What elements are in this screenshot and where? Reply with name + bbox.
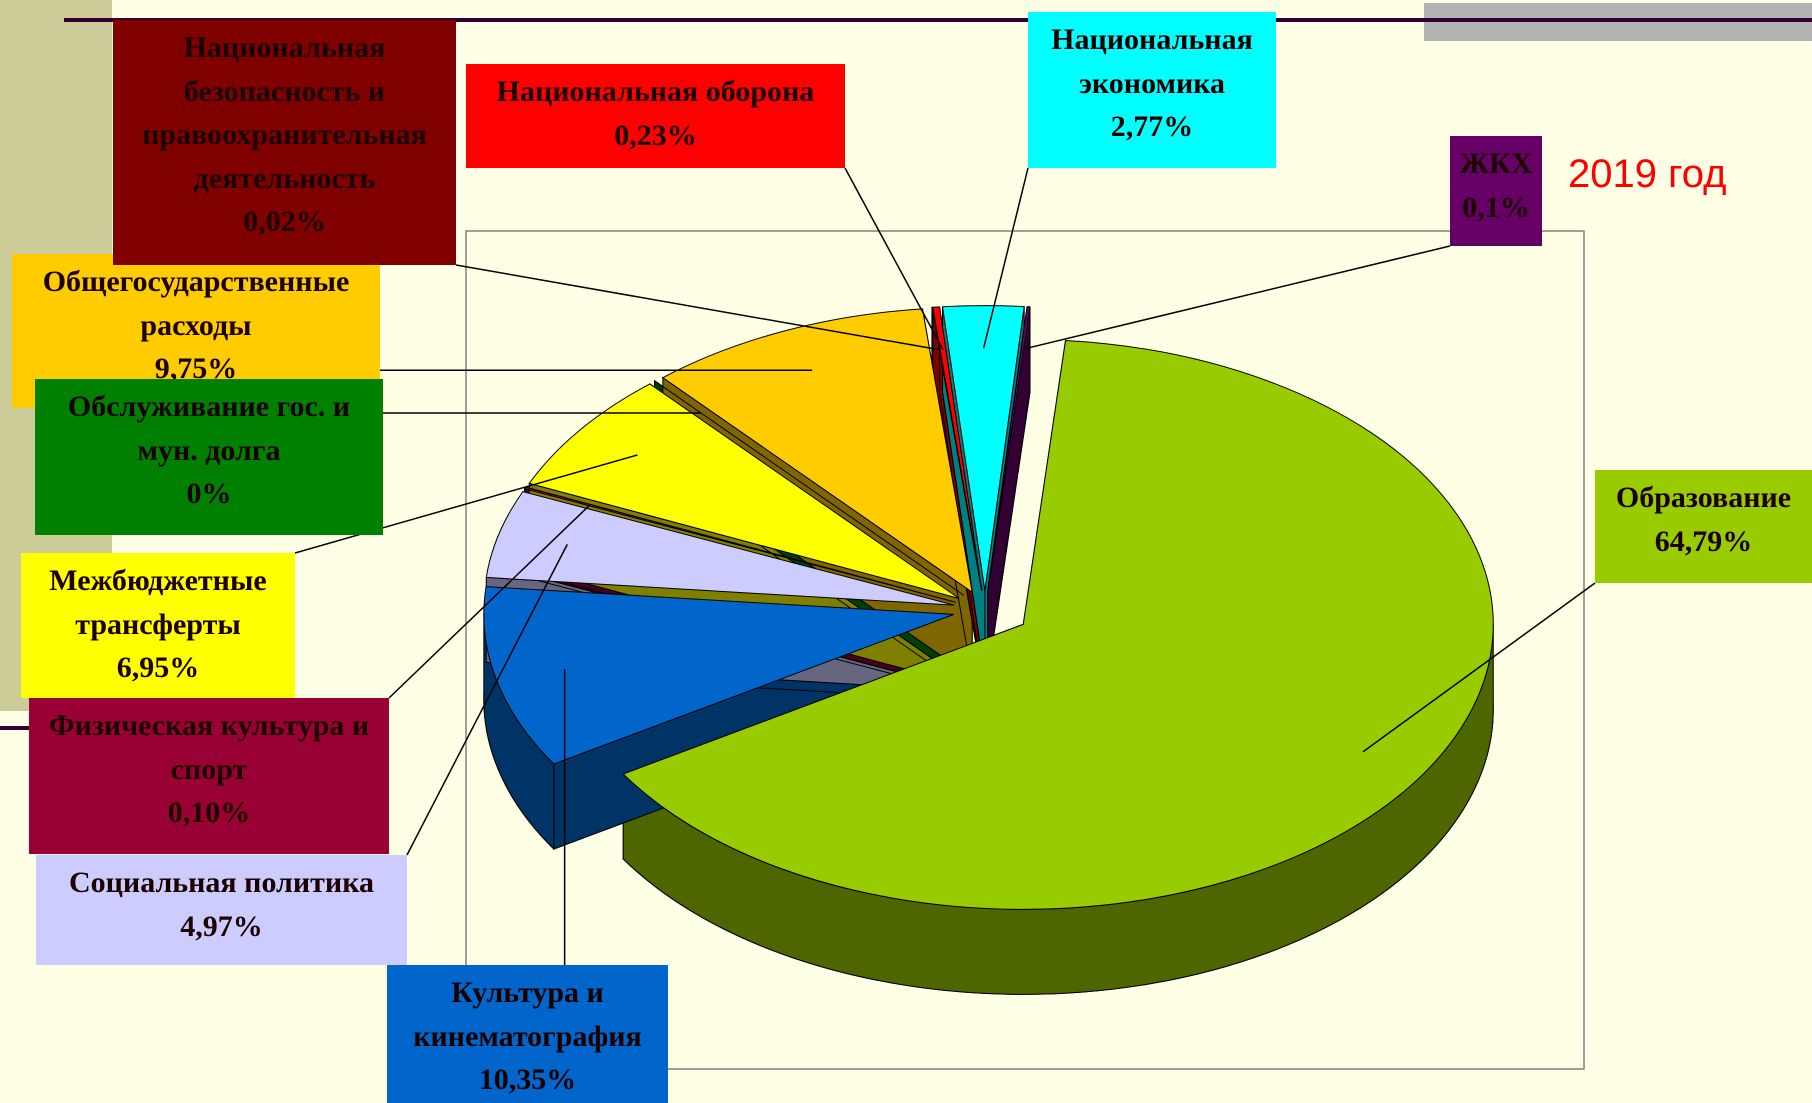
data-label: Межбюджетные трансферты 6,95%: [21, 553, 295, 698]
slice: [528, 383, 960, 599]
data-label: Национальная оборона 0,23%: [466, 64, 845, 168]
label-name: Общегосударственные расходы: [42, 265, 350, 342]
label-name: ЖКХ: [1459, 147, 1533, 180]
label-name: Физическая культура и спорт: [48, 709, 370, 786]
leader-line: [982, 167, 1029, 349]
label-value: 0%: [186, 477, 232, 510]
label-value: 0,1%: [1462, 190, 1530, 224]
label-name: Социальная политика: [68, 866, 375, 899]
data-label: Физическая культура и спорт 0,10%: [29, 698, 389, 854]
leader-line: [844, 167, 944, 350]
label-value: 0,10%: [167, 796, 251, 829]
data-label: Культура и кинематография 10,35%: [387, 965, 668, 1103]
label-value: 0,02%: [243, 205, 326, 238]
label-name: Межбюджетные трансферты: [49, 564, 267, 641]
label-name: Образование: [1615, 481, 1792, 514]
leader-line: [1362, 582, 1596, 753]
label-name: Обслуживание гос. и мун. долга: [67, 390, 351, 467]
slice: [483, 586, 955, 765]
data-label: Социальная политика 4,97%: [36, 855, 407, 965]
label-name: Национальная оборона: [496, 75, 815, 108]
data-label: Национальная безопасность и правоохранит…: [113, 20, 456, 265]
slice: [622, 339, 1494, 910]
label-value: 10,35%: [478, 1063, 577, 1096]
label-value: 2,77%: [1110, 110, 1194, 143]
label-value: 4,97%: [180, 909, 263, 943]
data-label: ЖКХ 0,1%: [1450, 136, 1542, 246]
label-value: 0,23%: [614, 118, 697, 152]
chart-title: 2019 год: [1568, 152, 1727, 196]
leader-line: [388, 504, 591, 699]
label-value: 6,95%: [116, 651, 200, 684]
data-label: Образование 64,79%: [1595, 470, 1812, 583]
label-name: Национальная экономика: [1051, 23, 1253, 100]
leader-lines: [294, 167, 1596, 965]
leader-line: [1022, 245, 1451, 351]
leader-line: [406, 544, 568, 856]
label-name: Культура и кинематография: [413, 976, 642, 1053]
slice: [941, 305, 1025, 591]
plot-area: [465, 230, 1585, 1070]
leader-line: [294, 454, 638, 554]
leader-line: [455, 264, 940, 351]
slice: [932, 306, 983, 591]
data-label: Национальная экономика 2,77%: [1028, 12, 1276, 168]
slice: [987, 306, 1031, 591]
slice: [661, 308, 973, 594]
slice: [485, 491, 955, 606]
data-label: Обслуживание гос. и мун. долга 0%: [35, 379, 383, 535]
label-name: Национальная безопасность и правоохранит…: [142, 31, 427, 195]
slice: [654, 380, 965, 596]
label-value: 64,79%: [1654, 524, 1753, 558]
